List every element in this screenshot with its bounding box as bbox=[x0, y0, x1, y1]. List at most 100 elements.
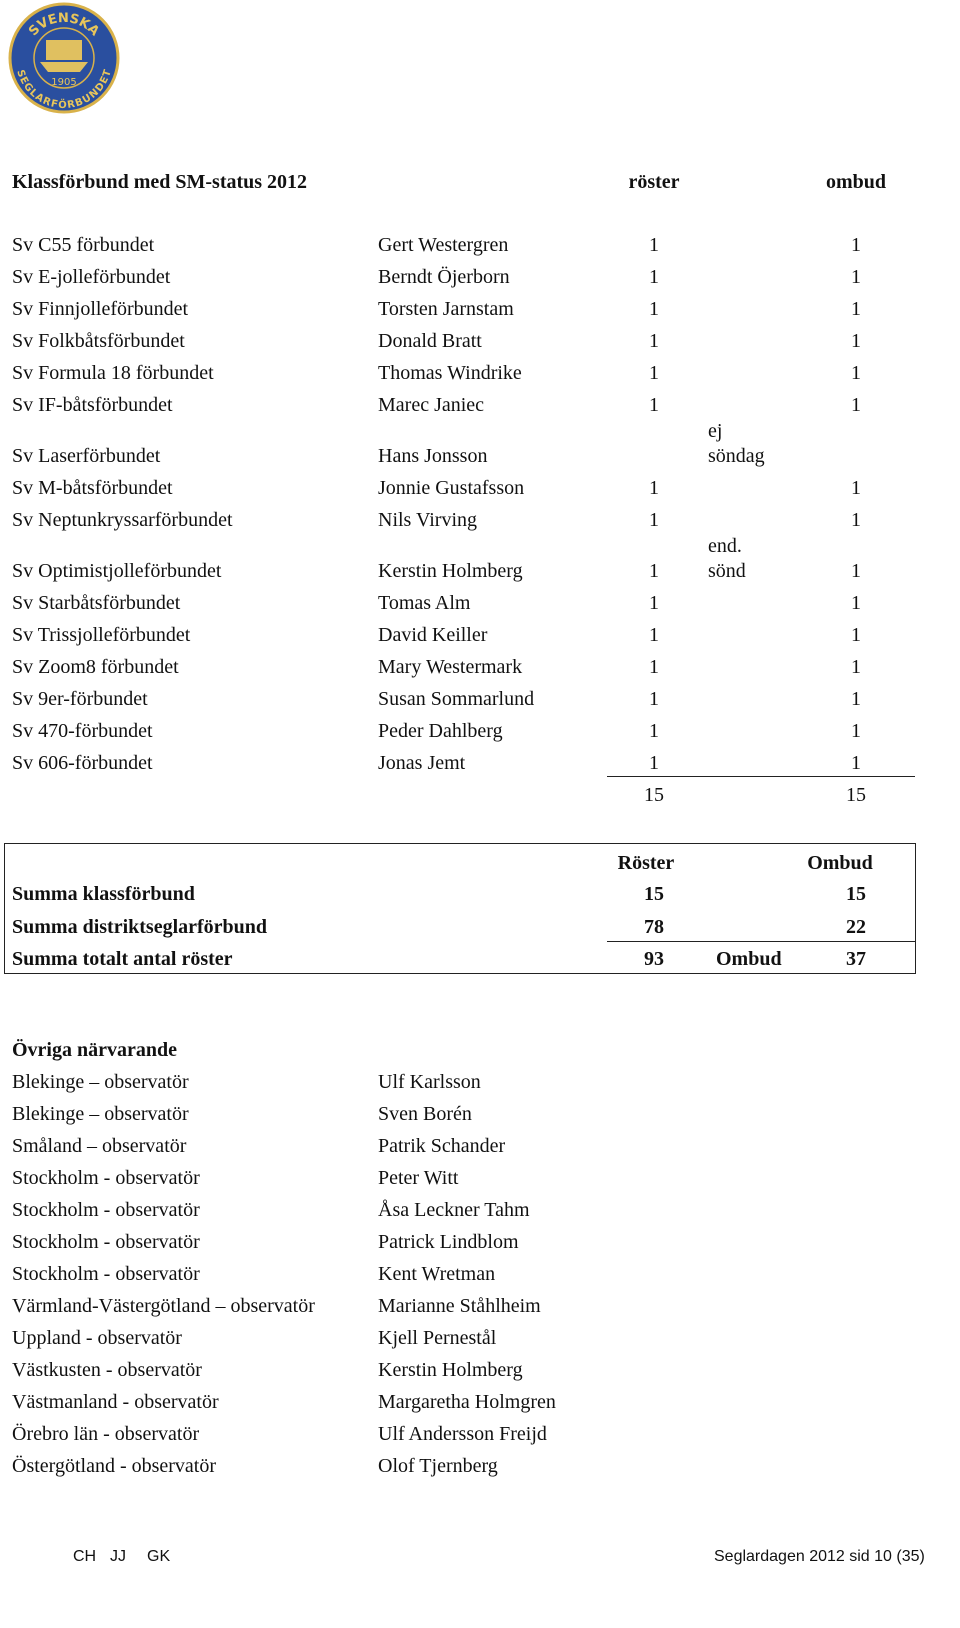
note: ej bbox=[708, 420, 723, 442]
region: Västkusten - observatör bbox=[12, 1359, 202, 1381]
summary-delegates: 37 bbox=[846, 948, 866, 970]
delegates: 1 bbox=[851, 752, 861, 774]
footer-page: Seglardagen 2012 sid 10 (35) bbox=[714, 1548, 925, 1565]
delegates: 1 bbox=[851, 624, 861, 646]
class-name: Sv 9er-förbundet bbox=[12, 688, 148, 710]
region: Värmland-Västergötland – observatör bbox=[12, 1295, 315, 1317]
delegates: 1 bbox=[851, 509, 861, 531]
summary-votes: 93 bbox=[644, 948, 664, 970]
votes: 1 bbox=[649, 266, 659, 288]
total: 15 bbox=[644, 784, 664, 806]
person-name: Marianne Ståhlheim bbox=[378, 1295, 541, 1317]
person-name: Torsten Jarnstam bbox=[378, 298, 514, 320]
delegates: 1 bbox=[851, 266, 861, 288]
class-name: Sv Finnjolleförbundet bbox=[12, 298, 189, 320]
summary-label: Summa totalt antal röster bbox=[12, 948, 233, 970]
person-name: Margaretha Holmgren bbox=[378, 1391, 556, 1413]
column-header: Röster bbox=[617, 852, 675, 874]
person-name: Ulf Karlsson bbox=[378, 1071, 481, 1093]
note: söndag bbox=[708, 445, 765, 467]
logo: SVENSKA SEGLARFÖRBUNDET 1905 bbox=[8, 2, 120, 114]
footer-initials: GK bbox=[147, 1548, 171, 1565]
region: Stockholm - observatör bbox=[12, 1263, 200, 1285]
delegates: 1 bbox=[851, 362, 861, 384]
note: end. bbox=[708, 535, 742, 557]
votes: 1 bbox=[649, 509, 659, 531]
person-name: Mary Westermark bbox=[378, 656, 523, 678]
delegates: 1 bbox=[851, 688, 861, 710]
summary-box bbox=[4, 843, 916, 974]
votes: 1 bbox=[649, 362, 659, 384]
votes: 1 bbox=[649, 298, 659, 320]
summary-votes: 78 bbox=[644, 915, 664, 938]
delegates: 1 bbox=[851, 477, 861, 499]
column-header: ombud bbox=[825, 171, 887, 193]
votes: 1 bbox=[649, 394, 659, 416]
class-name: Sv Zoom8 förbundet bbox=[12, 656, 179, 678]
person-name: Patrik Schander bbox=[378, 1135, 506, 1157]
summary-label: Summa klassförbund bbox=[12, 883, 195, 905]
class-name: Sv 606-förbundet bbox=[12, 752, 153, 774]
region: Örebro län - observatör bbox=[12, 1423, 200, 1445]
class-name: Sv E-jolleförbundet bbox=[12, 266, 171, 288]
summary-votes: 15 bbox=[644, 883, 664, 905]
votes: 1 bbox=[649, 624, 659, 646]
class-name: Sv C55 förbundet bbox=[12, 234, 155, 256]
note: sönd bbox=[708, 560, 746, 582]
votes: 1 bbox=[649, 592, 659, 614]
person-name: Marec Janiec bbox=[378, 394, 485, 416]
class-name: Sv Trissjolleförbundet bbox=[12, 624, 191, 646]
class-name: Sv Folkbåtsförbundet bbox=[12, 330, 185, 352]
section-title: Övriga närvarande bbox=[12, 1039, 177, 1061]
class-name: Sv 470-förbundet bbox=[12, 720, 153, 742]
person-name: Berndt Öjerborn bbox=[378, 266, 510, 288]
delegates: 1 bbox=[851, 394, 861, 416]
logo-year: 1905 bbox=[51, 77, 76, 88]
person-name: Tomas Alm bbox=[378, 592, 471, 614]
region: Stockholm - observatör bbox=[12, 1199, 200, 1221]
person-name: Thomas Windrike bbox=[378, 362, 522, 384]
person-name: Kerstin Holmberg bbox=[378, 1359, 523, 1381]
region: Östergötland - observatör bbox=[12, 1455, 217, 1477]
rule bbox=[607, 940, 915, 942]
delegates: 1 bbox=[851, 298, 861, 320]
votes: 1 bbox=[649, 752, 659, 774]
person-name: Jonnie Gustafsson bbox=[378, 477, 525, 499]
region: Blekinge – observatör bbox=[12, 1071, 189, 1093]
region: Västmanland - observatör bbox=[12, 1391, 219, 1413]
person-name: Kerstin Holmberg bbox=[378, 560, 523, 582]
summary-delegates: 22 bbox=[846, 915, 866, 938]
person-name: Jonas Jemt bbox=[378, 752, 466, 774]
votes: 1 bbox=[649, 688, 659, 710]
class-name: Sv Formula 18 förbundet bbox=[12, 362, 214, 384]
delegates: 1 bbox=[851, 330, 861, 352]
class-name: Sv Laserförbundet bbox=[12, 445, 161, 467]
region: Blekinge – observatör bbox=[12, 1103, 189, 1125]
delegates: 1 bbox=[851, 560, 861, 582]
delegates: 1 bbox=[851, 720, 861, 742]
person-name: Åsa Leckner Tahm bbox=[378, 1199, 530, 1221]
footer-initials: CH bbox=[73, 1548, 97, 1565]
class-name: Sv Optimistjolleförbundet bbox=[12, 560, 222, 582]
class-name: Sv M-båtsförbundet bbox=[12, 477, 173, 499]
summary-label: Summa distriktseglarförbund bbox=[12, 915, 268, 938]
person-name: Kent Wretman bbox=[378, 1263, 496, 1285]
person-name: Hans Jonsson bbox=[378, 445, 488, 467]
person-name: Ulf Andersson Freijd bbox=[378, 1423, 547, 1445]
person-name: Kjell Pernestål bbox=[378, 1327, 497, 1349]
person-name: Olof Tjernberg bbox=[378, 1455, 498, 1477]
summary-extra: Ombud bbox=[716, 948, 782, 970]
person-name: Nils Virving bbox=[378, 509, 477, 531]
person-name: Donald Bratt bbox=[378, 330, 482, 352]
total: 15 bbox=[846, 784, 866, 806]
person-name: Peter Witt bbox=[378, 1167, 459, 1189]
person-name: Susan Sommarlund bbox=[378, 688, 535, 710]
person-name: Gert Westergren bbox=[378, 234, 509, 256]
delegates: 1 bbox=[851, 234, 861, 256]
person-name: Sven Borén bbox=[378, 1103, 472, 1125]
rule bbox=[607, 776, 915, 777]
region: Stockholm - observatör bbox=[12, 1167, 200, 1189]
person-name: Patrick Lindblom bbox=[378, 1231, 519, 1253]
region: Småland – observatör bbox=[12, 1135, 187, 1157]
